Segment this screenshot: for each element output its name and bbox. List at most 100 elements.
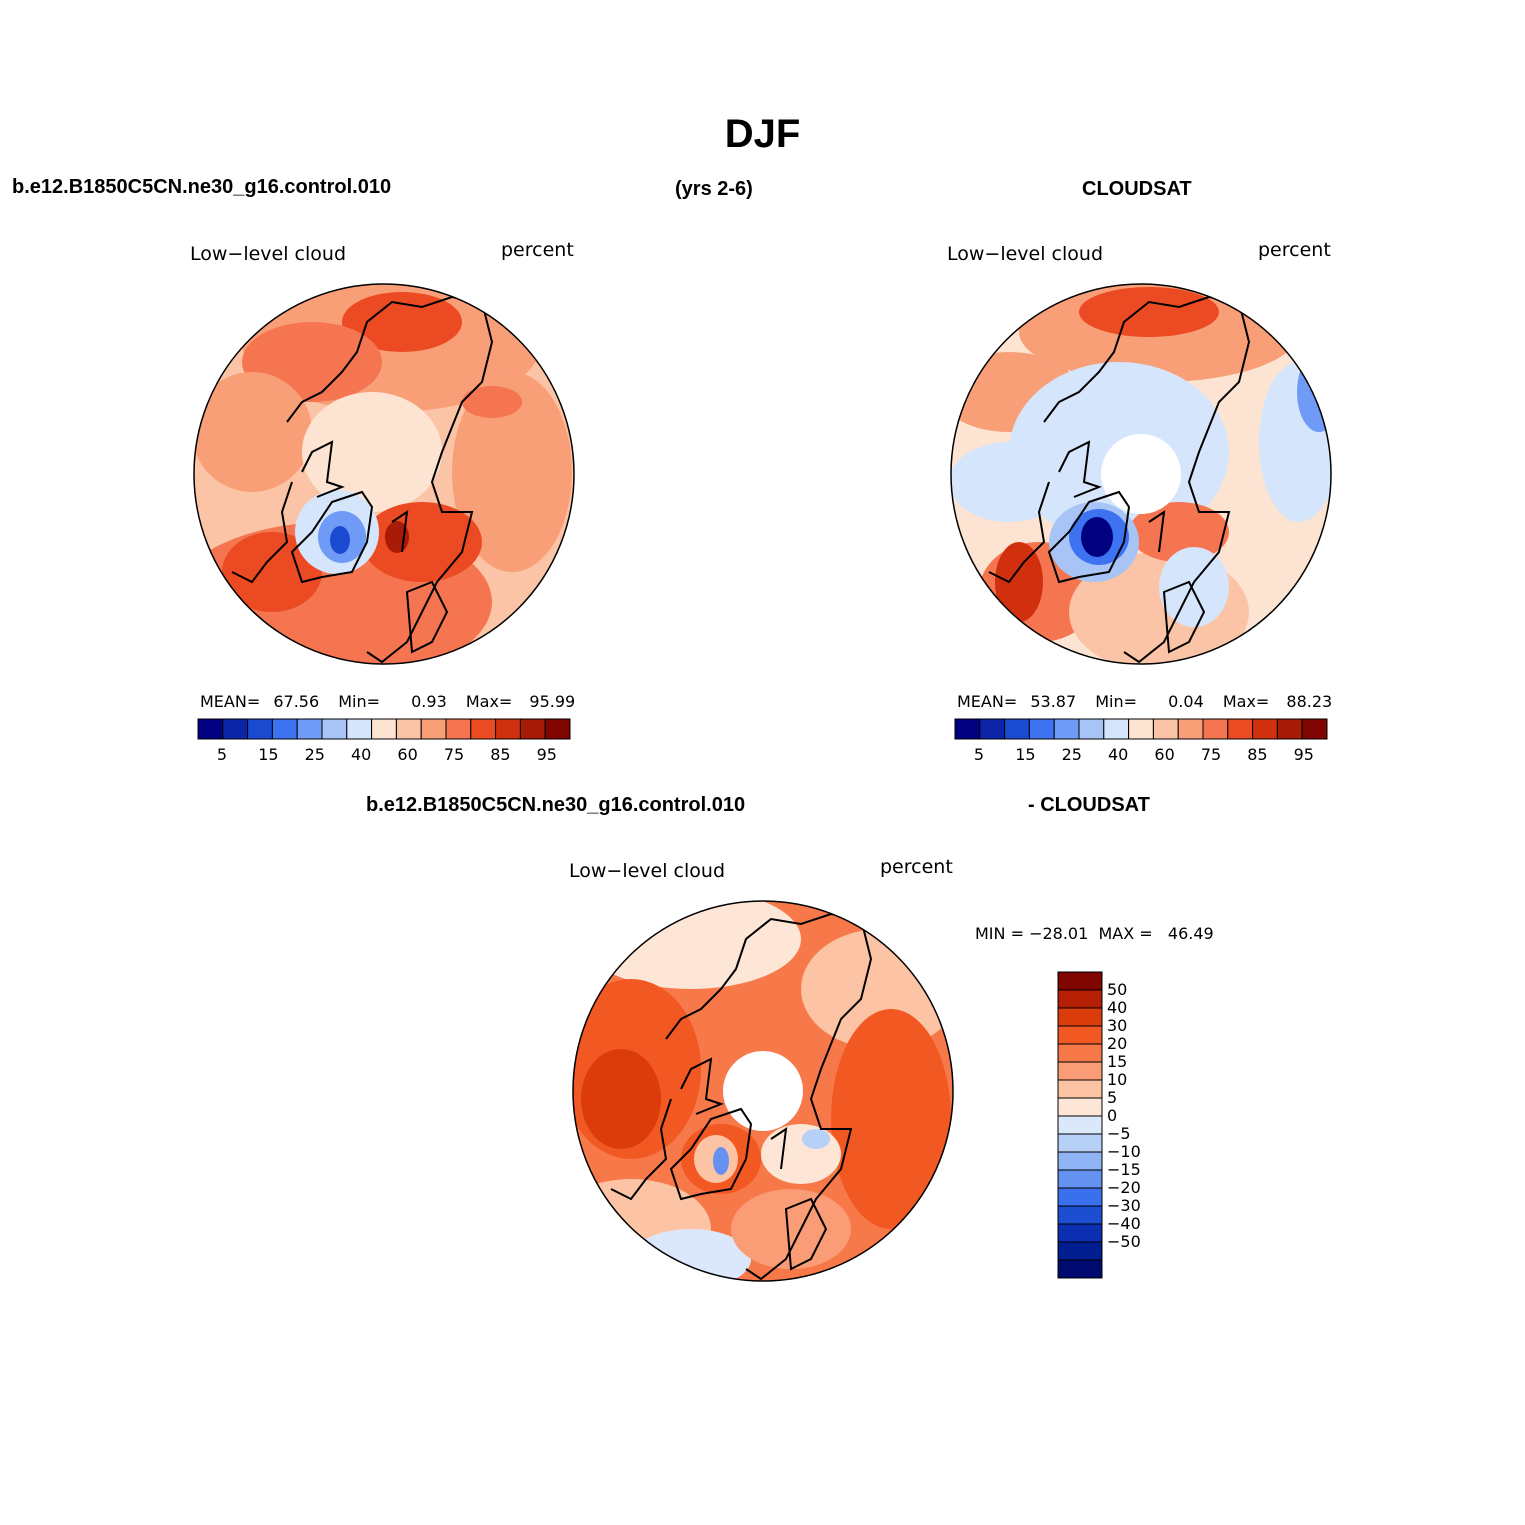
colorbar-tick-label: 85 <box>1247 745 1268 764</box>
main-title: DJF <box>724 112 801 156</box>
obs-polar-map <box>950 283 1332 665</box>
obs-colorbar <box>954 718 1328 740</box>
colorbar-swatch <box>1057 971 1103 991</box>
colorbar-tick-label: 50 <box>1107 980 1128 999</box>
colorbar-tick-label: 5 <box>1107 1088 1118 1107</box>
colorbar-tick-label: 40 <box>1108 745 1129 764</box>
colorbar-tick-label: 15 <box>258 745 279 764</box>
colorbar-tick-label: 5 <box>216 745 228 764</box>
colorbar-swatch <box>1128 718 1154 740</box>
colorbar-swatch <box>1057 1043 1103 1063</box>
colorbar-tick-label: 20 <box>1107 1034 1128 1053</box>
colorbar-tick-label: −30 <box>1107 1196 1141 1215</box>
colorbar-tick-label: −40 <box>1107 1214 1141 1233</box>
colorbar-tick-label: 0 <box>1107 1106 1118 1125</box>
colorbar-swatch <box>271 718 298 740</box>
colorbar-tick-label: −10 <box>1107 1142 1141 1161</box>
polar-gap <box>1101 434 1181 514</box>
colorbar-swatch <box>1057 1061 1103 1081</box>
model-stats: MEAN= 67.56 Min= 0.93 Max= 95.99 <box>200 692 575 711</box>
diff-field-label: Low−level cloud <box>569 860 726 882</box>
colorbar-swatch <box>1057 1241 1103 1261</box>
colorbar-swatch <box>1057 989 1103 1009</box>
colorbar-swatch <box>1057 1187 1103 1207</box>
diff-title-left: b.e12.B1850C5CN.ne30_g16.control.010 <box>366 794 746 816</box>
colorbar-swatch <box>1028 718 1055 740</box>
max-value: 88.23 <box>1286 692 1333 711</box>
colorbar-tick-label: 10 <box>1107 1070 1128 1089</box>
colorbar-swatch <box>445 718 472 740</box>
colorbar-swatch <box>1227 718 1254 740</box>
colorbar-swatch <box>1078 718 1105 740</box>
colorbar-swatch <box>519 718 546 740</box>
diff-polar-map <box>572 900 954 1282</box>
colorbar-tick-label: 15 <box>1107 1052 1128 1071</box>
colorbar-swatch <box>197 718 224 740</box>
colorbar-swatch <box>296 718 323 740</box>
max-value: 95.99 <box>529 692 576 711</box>
max-label: Max= <box>1222 692 1270 711</box>
case-name: b.e12.B1850C5CN.ne30_g16.control.010 <box>12 176 392 198</box>
min-label: Min= <box>1095 692 1138 711</box>
mean-label: MEAN= <box>957 692 1018 711</box>
min-label: Min= <box>338 692 381 711</box>
colorbar-tick-label: 95 <box>536 745 557 764</box>
colorbar-tick-label: 40 <box>351 745 372 764</box>
colorbar-tick-label: 95 <box>1293 745 1314 764</box>
colorbar-tick-label: 75 <box>443 745 465 764</box>
diff-colorbar-labels: 50 40 30 20 15 10 5 0 −5 −10 −15 −20 −30 −40 −50 <box>1107 971 1187 1279</box>
colorbar-tick-label: 85 <box>490 745 511 764</box>
obs-units-label: percent <box>1258 239 1331 261</box>
colorbar-swatch <box>222 718 249 740</box>
model-field-label: Low−level cloud <box>190 243 347 265</box>
min-value: 0.93 <box>411 692 447 711</box>
colorbar-swatch <box>1057 1025 1103 1045</box>
obs-stats: MEAN= 53.87 Min= 0.04 Max= 88.23 <box>957 692 1332 711</box>
colorbar-swatch <box>495 718 521 740</box>
colorbar-tick-label: −50 <box>1107 1232 1141 1251</box>
colorbar-tick-label: −15 <box>1107 1160 1141 1179</box>
diff-units-label: percent <box>880 856 953 878</box>
colorbar-tick-label: 25 <box>1061 745 1082 764</box>
colorbar-swatch <box>1057 1169 1103 1189</box>
diff-title-right: - CLOUDSAT <box>1028 794 1150 816</box>
colorbar-swatch <box>1057 1115 1103 1135</box>
coastline <box>610 912 873 1281</box>
colorbar-swatch <box>1053 718 1080 740</box>
colorbar-tick-label: 25 <box>304 745 325 764</box>
mean-value: 53.87 <box>1030 692 1077 711</box>
obs-colorbar-labels: 5 15 25 40 60 75 85 95 <box>955 745 1327 765</box>
colorbar-swatch <box>954 718 981 740</box>
colorbar-swatch <box>1057 1133 1103 1153</box>
diff-minmax: MIN = −28.01 MAX = 46.49 <box>975 924 1214 943</box>
model-colorbar-labels: 5 15 25 40 60 75 85 95 <box>198 745 570 765</box>
colorbar-swatch <box>1057 1007 1103 1027</box>
colorbar-tick-label: −20 <box>1107 1178 1141 1197</box>
colorbar-swatch <box>1057 1223 1103 1243</box>
coastline <box>988 295 1251 664</box>
model-polar-map <box>193 283 575 665</box>
colorbar-swatch <box>395 718 422 740</box>
colorbar-swatch <box>1057 1205 1103 1225</box>
colorbar-swatch <box>1301 718 1328 740</box>
colorbar-tick-label: 40 <box>1107 998 1128 1017</box>
mean-value: 67.56 <box>273 692 320 711</box>
colorbar-swatch <box>1057 1097 1103 1117</box>
colorbar-swatch <box>247 718 273 740</box>
colorbar-swatch <box>1276 718 1303 740</box>
mean-label: MEAN= <box>200 692 261 711</box>
min-value: 0.04 <box>1168 692 1204 711</box>
max-label: Max= <box>465 692 513 711</box>
colorbar-swatch <box>1202 718 1229 740</box>
colorbar-tick-label: 5 <box>973 745 985 764</box>
polar-gap <box>723 1051 803 1131</box>
years-label: (yrs 2-6) <box>675 178 753 200</box>
colorbar-swatch <box>1252 718 1278 740</box>
colorbar-swatch <box>470 718 497 740</box>
colorbar-swatch <box>1057 1151 1103 1171</box>
coastline <box>231 295 494 664</box>
colorbar-swatch <box>1057 1259 1103 1279</box>
model-colorbar <box>197 718 571 740</box>
colorbar-swatch <box>979 718 1006 740</box>
model-units-label: percent <box>501 239 574 261</box>
